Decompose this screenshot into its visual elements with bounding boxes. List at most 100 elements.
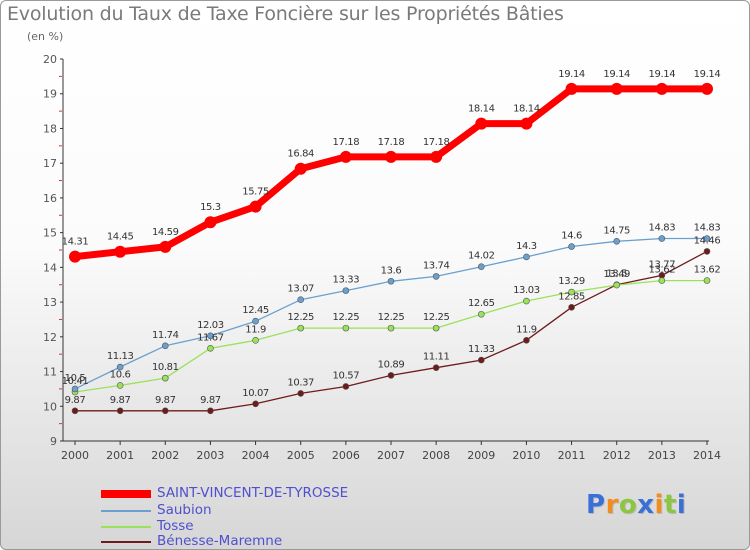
data-label: 10.6 [110,369,131,380]
legend-swatch [101,490,151,498]
data-point [520,117,533,130]
y-tick-label: 16 [43,192,57,205]
data-point [71,385,79,393]
data-label: 13.6 [381,265,402,276]
data-label: 9.87 [65,395,86,406]
data-label: 14.31 [62,237,89,248]
data-label: 19.14 [603,69,630,80]
data-point [294,162,307,175]
data-label: 12.25 [378,312,405,323]
data-point [568,288,575,296]
data-point [71,407,79,415]
data-label: 11.74 [152,330,179,341]
data-label: 12.03 [197,320,224,331]
data-label: 13.77 [649,259,676,270]
data-point [114,245,127,258]
y-tick-label: 18 [43,122,57,135]
x-tick-label: 2004 [242,449,270,462]
data-label: 14.83 [694,223,721,234]
data-point [161,407,169,415]
data-point [387,277,395,285]
data-point [432,324,440,332]
data-label: 11.13 [107,351,134,362]
data-point [161,374,169,382]
data-label: 11.9 [245,324,266,335]
x-tick-label: 2009 [467,449,495,462]
data-point [297,296,305,303]
x-tick-label: 2010 [512,449,540,462]
y-tick-label: 13 [43,296,57,309]
y-tick-label: 20 [43,53,57,66]
legend-swatch [101,541,151,543]
data-label: 14.83 [649,223,676,234]
legend-label: Saubion [157,502,212,518]
data-label: 14.45 [107,232,134,243]
data-point [475,117,488,130]
x-tick-label: 2001 [106,449,134,462]
data-label: 11.67 [197,332,224,343]
data-label: 17.18 [378,137,405,148]
data-label: 13.62 [694,265,721,276]
x-tick-label: 2005 [287,449,315,462]
data-label: 12.25 [287,312,314,323]
logo-letter: i [654,490,664,520]
legend-swatch [101,510,151,512]
data-point [568,243,575,250]
logo-letter: o [618,490,638,520]
data-label: 14.46 [694,235,721,246]
data-point [385,150,397,163]
legend-label: Tosse [157,518,194,534]
data-point [249,200,262,213]
data-label: 13.74 [423,260,450,271]
data-label: 12.25 [423,312,450,323]
data-point [116,382,124,389]
data-label: 9.87 [110,395,131,406]
x-tick-label: 2011 [558,449,586,462]
data-point [703,277,711,284]
data-point [387,324,395,332]
data-label: 13.29 [558,276,585,287]
data-point [610,82,623,95]
data-point [207,407,214,415]
data-point [252,400,259,408]
data-label: 13.5 [606,269,627,280]
data-label: 16.84 [287,149,314,160]
proxiti-logo: Proxiti [586,490,686,520]
data-point [297,324,305,332]
y-tick-label: 14 [43,261,57,274]
x-tick-label: 2007 [377,449,405,462]
data-label: 14.59 [152,227,179,238]
data-label: 10.41 [62,376,89,387]
x-tick-label: 2014 [693,449,721,462]
data-point [432,273,440,280]
data-label: 12.25 [333,312,360,323]
data-point [523,297,530,305]
data-point [342,324,350,332]
data-label: 14.6 [561,231,582,242]
x-tick-label: 2012 [603,449,631,462]
data-label: 15.3 [200,202,221,213]
data-label: 14.02 [468,251,495,262]
y-tick-label: 9 [50,435,57,448]
logo-letter: P [586,490,606,520]
data-point [477,356,485,364]
x-tick-label: 2003 [196,449,224,462]
data-label: 11.33 [468,344,495,355]
data-point [432,364,440,372]
data-label: 18.14 [513,104,540,115]
data-label: 10.37 [287,377,314,388]
x-tick-label: 2006 [332,449,360,462]
data-point [613,238,621,245]
y-tick-label: 19 [43,88,57,101]
data-point [387,372,395,379]
data-label: 9.87 [155,395,176,406]
data-point [204,216,217,229]
data-label: 19.14 [558,69,585,80]
data-label: 17.18 [333,137,360,148]
logo-letter: i [676,490,687,520]
data-label: 11.11 [423,352,450,363]
y-tick-label: 10 [43,400,57,413]
data-point [655,82,668,95]
logo-letter: t [663,490,677,520]
